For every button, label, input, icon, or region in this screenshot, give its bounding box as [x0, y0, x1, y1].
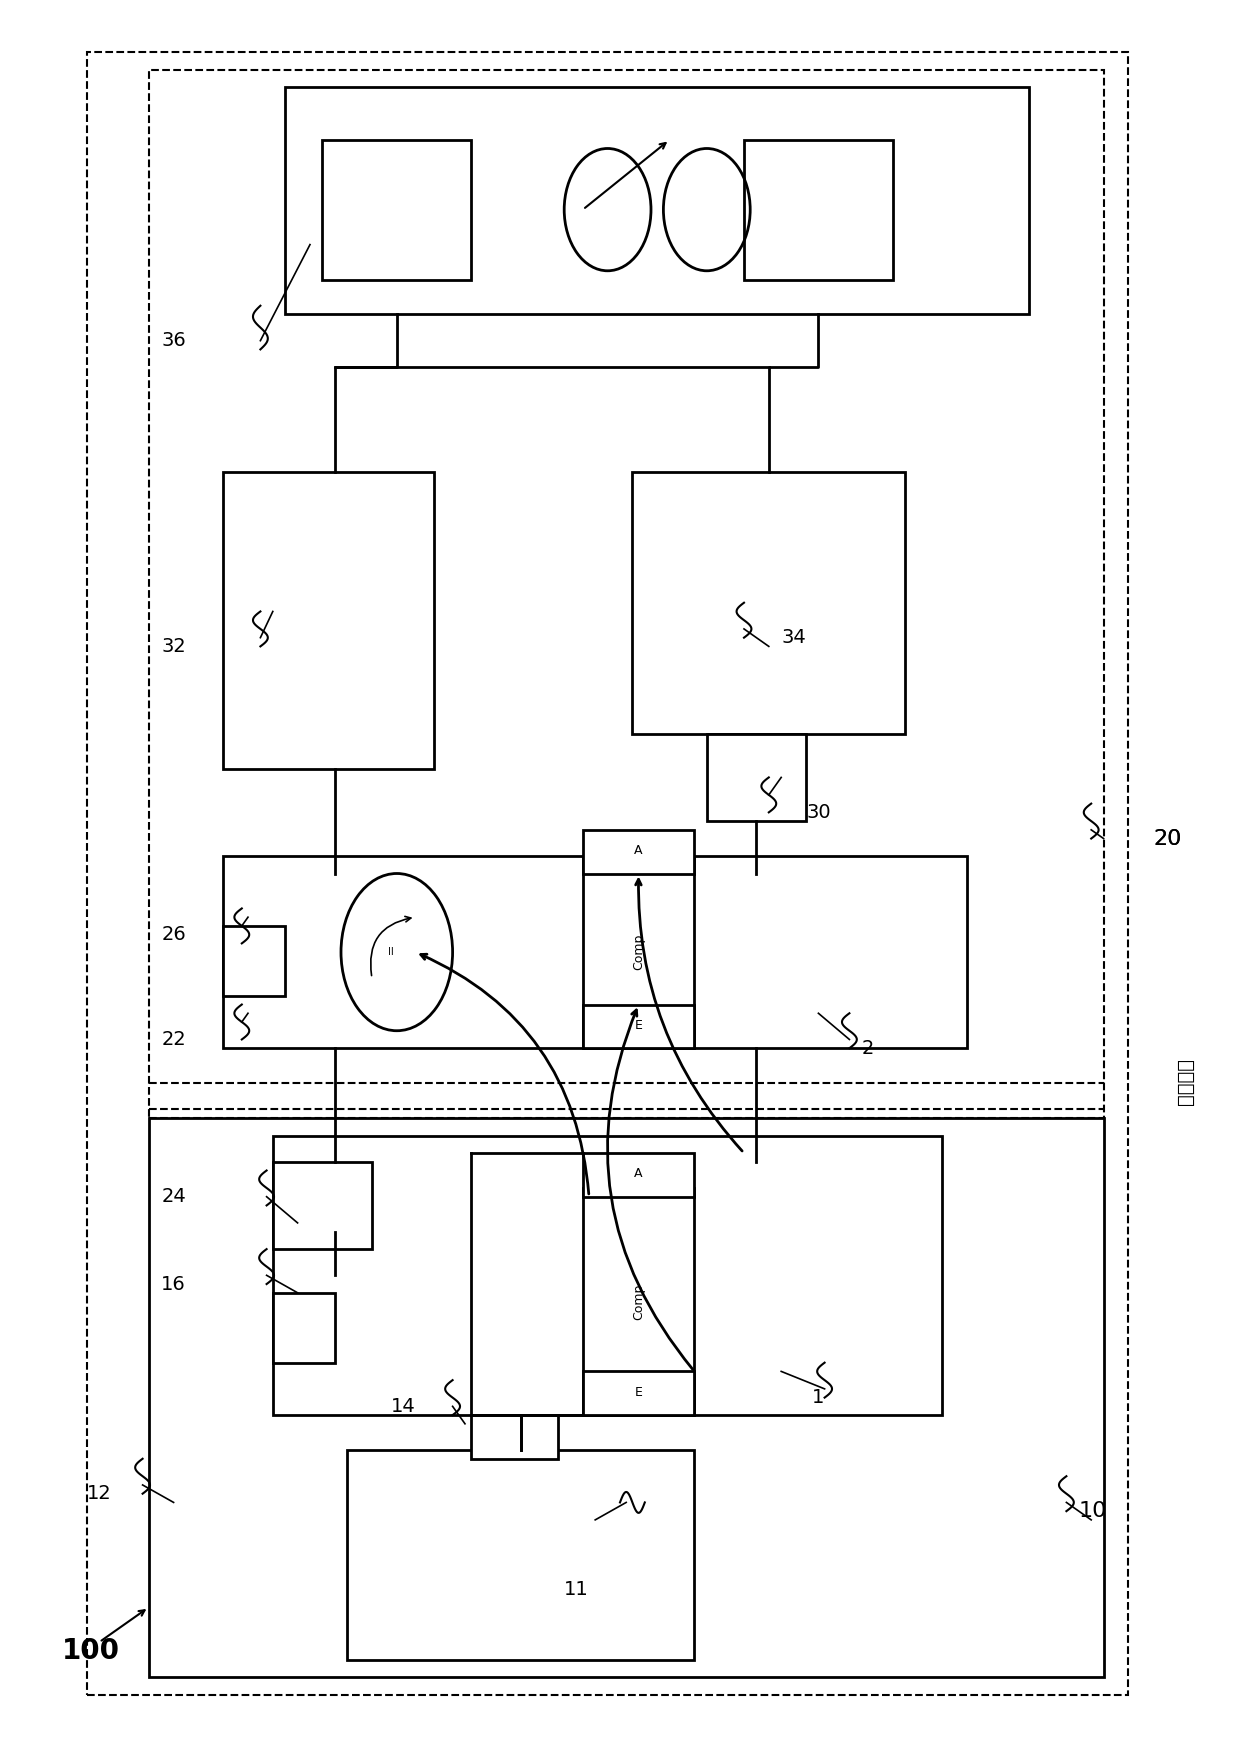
Bar: [149, 70, 1104, 1118]
Text: A: A: [635, 844, 642, 858]
Text: 16: 16: [161, 1275, 186, 1293]
Text: 36: 36: [161, 332, 186, 349]
Bar: [583, 1005, 694, 1048]
Bar: [223, 472, 434, 769]
Text: 26: 26: [161, 926, 186, 943]
Text: 24: 24: [161, 1188, 186, 1205]
Text: 34: 34: [781, 629, 806, 646]
Text: A: A: [635, 1167, 642, 1181]
Text: 11: 11: [564, 1581, 589, 1599]
Text: 20: 20: [1153, 828, 1182, 849]
Bar: [273, 1136, 942, 1415]
Text: 14: 14: [391, 1398, 415, 1415]
Bar: [744, 140, 893, 280]
Text: Comp: Comp: [632, 1284, 645, 1319]
Text: 现有技术: 现有技术: [1174, 1060, 1194, 1106]
Text: 30: 30: [806, 804, 831, 821]
Bar: [583, 1188, 694, 1415]
Bar: [322, 140, 471, 280]
Text: 1: 1: [812, 1389, 825, 1406]
Text: Comp: Comp: [632, 935, 645, 970]
Bar: [347, 1450, 694, 1660]
Bar: [273, 1162, 372, 1249]
Bar: [223, 856, 967, 1048]
Bar: [583, 856, 694, 1048]
Text: 10: 10: [1079, 1501, 1107, 1522]
Text: E: E: [635, 1019, 642, 1032]
Text: 22: 22: [161, 1031, 186, 1048]
Bar: [583, 1371, 694, 1415]
Text: 12: 12: [87, 1485, 112, 1502]
Bar: [273, 1293, 335, 1363]
Text: 100: 100: [62, 1637, 120, 1665]
Bar: [149, 1118, 1104, 1677]
Bar: [707, 734, 806, 821]
Bar: [583, 1153, 694, 1197]
Bar: [223, 926, 285, 996]
Text: 32: 32: [161, 638, 186, 655]
Text: 2: 2: [862, 1039, 874, 1057]
Bar: [471, 1415, 558, 1459]
Bar: [285, 87, 1029, 314]
Bar: [87, 52, 1128, 1695]
Text: 20: 20: [1153, 828, 1182, 849]
Bar: [583, 830, 694, 874]
Text: E: E: [635, 1385, 642, 1399]
Text: II: II: [388, 947, 393, 957]
Bar: [632, 472, 905, 734]
